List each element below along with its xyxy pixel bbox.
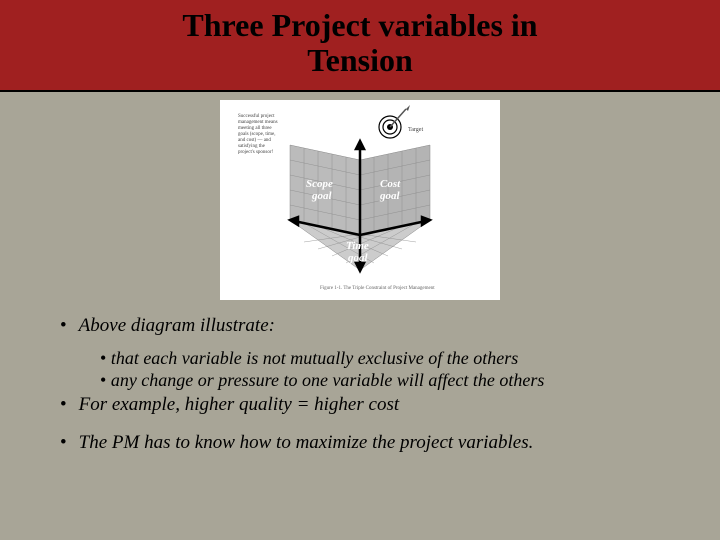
bullet-2-text: For example, higher quality = higher cos… bbox=[79, 393, 399, 417]
diagram-caption-top: Successful project management means meet… bbox=[238, 114, 279, 155]
sub-bullet-1-text: that each variable is not mutually exclu… bbox=[111, 348, 518, 368]
bullet-3: • The PM has to know how to maximize the… bbox=[60, 431, 660, 455]
bullet-1: • Above diagram illustrate: bbox=[60, 314, 660, 338]
triple-constraint-diagram: Successful project management means meet… bbox=[230, 105, 490, 295]
bullet-dot-icon: • bbox=[60, 431, 67, 455]
bullet-dot-icon: • bbox=[60, 393, 67, 417]
sub-bullet-2-text: any change or pressure to one variable w… bbox=[111, 370, 545, 390]
bullet-dot-icon: • bbox=[100, 348, 106, 368]
diagram-container: Successful project management means meet… bbox=[220, 100, 500, 300]
target-icon bbox=[379, 105, 410, 138]
sub-bullets: • that each variable is not mutually exc… bbox=[60, 348, 660, 391]
bullet-2: • For example, higher quality = higher c… bbox=[60, 393, 660, 417]
slide-title: Three Project variables in Tension bbox=[0, 8, 720, 78]
bullet-dot-icon: • bbox=[100, 370, 106, 390]
sub-bullet-2: • any change or pressure to one variable… bbox=[100, 370, 660, 392]
target-label: Target bbox=[408, 127, 423, 133]
bullet-1-text: Above diagram illustrate: bbox=[79, 314, 275, 338]
title-line-1: Three Project variables in bbox=[182, 7, 537, 43]
cost-label: Cost goal bbox=[379, 178, 403, 202]
bullet-dot-icon: • bbox=[60, 314, 67, 338]
body-content: • Above diagram illustrate: • that each … bbox=[0, 300, 720, 454]
title-line-2: Tension bbox=[307, 42, 413, 78]
title-header: Three Project variables in Tension bbox=[0, 0, 720, 92]
bullet-3-text: The PM has to know how to maximize the p… bbox=[79, 431, 534, 455]
sub-bullet-1: • that each variable is not mutually exc… bbox=[100, 348, 660, 370]
diagram-caption-bottom: Figure 1-1. The Triple Constraint of Pro… bbox=[320, 286, 435, 291]
